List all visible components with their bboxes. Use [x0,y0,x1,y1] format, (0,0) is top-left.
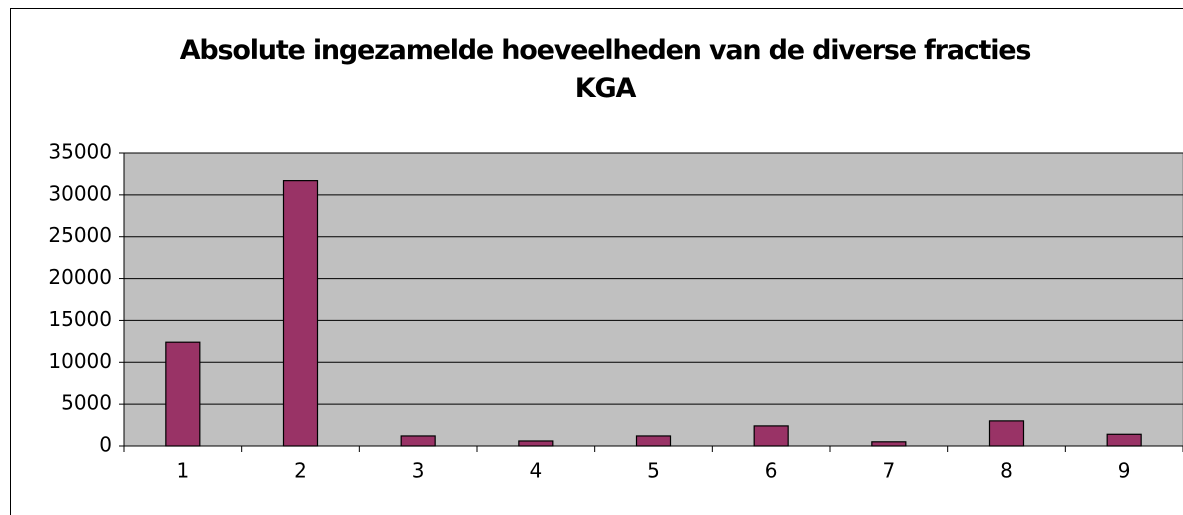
bar [988,420,1025,447]
bar [753,425,789,447]
x-tick-label: 5 [647,459,660,483]
bar [871,441,907,447]
bar [635,435,672,447]
x-tick-label: 6 [765,459,778,483]
x-tick-label: 3 [412,459,425,483]
y-tick-label: 15000 [48,307,112,331]
plot-area [123,152,1183,447]
bar [400,435,436,447]
y-tick-label: 20000 [48,265,112,289]
x-tick-label: 7 [882,459,895,483]
y-tick-label: 5000 [61,391,112,415]
x-tick-label: 4 [529,459,542,483]
y-tick-label: 10000 [48,349,112,373]
x-tick-label: 9 [1118,459,1131,483]
bar [282,180,319,447]
x-tick-label: 8 [1000,459,1013,483]
chart-title: Absolute ingezamelde hoeveelheden van de… [179,35,1032,104]
x-tick-label: 2 [294,459,307,483]
bar [165,341,201,447]
y-tick-label: 25000 [48,223,112,247]
chart-frame [10,8,1183,515]
bar [1106,433,1142,447]
y-tick-label: 35000 [48,140,112,164]
y-tick-label: 30000 [48,181,112,205]
bar [518,440,554,447]
y-tick-label: 0 [99,433,112,457]
x-tick-label: 1 [176,459,189,483]
